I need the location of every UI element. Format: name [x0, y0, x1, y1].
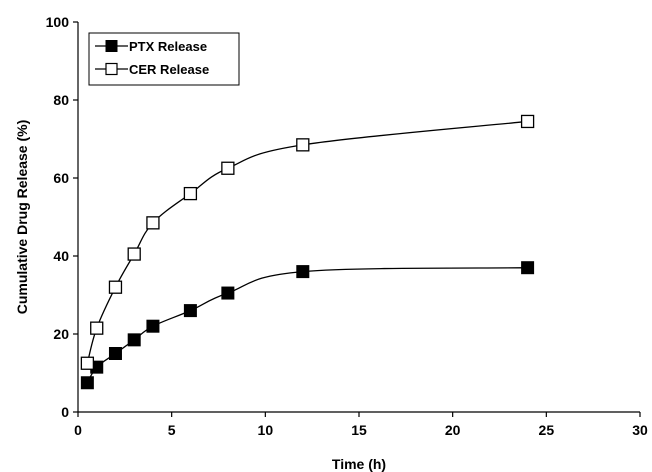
y-tick-label: 0 — [61, 404, 69, 420]
data-point-ptx — [521, 261, 535, 275]
x-tick-label: 0 — [74, 422, 82, 438]
x-tick-label: 30 — [632, 422, 648, 438]
data-point-ptx — [127, 333, 141, 347]
data-point-cer — [221, 161, 235, 175]
data-point-ptx — [108, 347, 122, 360]
x-axis-title: Time (h) — [332, 456, 386, 472]
data-point-cer — [108, 280, 123, 294]
y-tick-label: 20 — [53, 326, 69, 342]
y-ticks: 0 20 40 60 80 100 — [46, 14, 78, 420]
legend-label-cer: CER Release — [129, 62, 209, 77]
data-point-cer — [90, 321, 104, 335]
legend-marker-cer — [105, 62, 118, 76]
legend-label-ptx: PTX Release — [129, 39, 207, 54]
data-point-ptx — [146, 319, 160, 333]
data-point-cer — [146, 216, 160, 230]
legend: PTX Release CER Release — [88, 32, 240, 86]
x-tick-label: 25 — [539, 422, 555, 438]
y-tick-label: 60 — [53, 170, 69, 186]
data-point-cer — [520, 114, 535, 129]
y-tick-label: 80 — [53, 92, 69, 108]
data-point-cer — [183, 186, 198, 201]
x-tick-label: 10 — [258, 422, 274, 438]
data-point-ptx — [296, 265, 310, 279]
legend-marker-ptx — [105, 40, 118, 52]
data-point-ptx — [80, 376, 94, 390]
data-point-cer — [296, 138, 310, 152]
x-tick-label: 20 — [445, 422, 461, 438]
y-axis-title: Cumulative Drug Release (%) — [14, 120, 30, 315]
x-tick-label: 5 — [168, 422, 176, 438]
series-line-1 — [86, 120, 528, 364]
y-tick-label: 100 — [46, 14, 70, 30]
series-layer — [80, 114, 535, 390]
series-line-0 — [86, 267, 528, 384]
data-point-ptx — [221, 286, 235, 300]
data-point-cer — [127, 247, 141, 261]
y-tick-label: 40 — [53, 248, 69, 264]
data-point-ptx — [183, 304, 197, 318]
data-point-cer — [80, 356, 95, 370]
x-tick-label: 15 — [351, 422, 367, 438]
x-ticks: 0 5 10 15 20 25 30 — [74, 412, 648, 438]
